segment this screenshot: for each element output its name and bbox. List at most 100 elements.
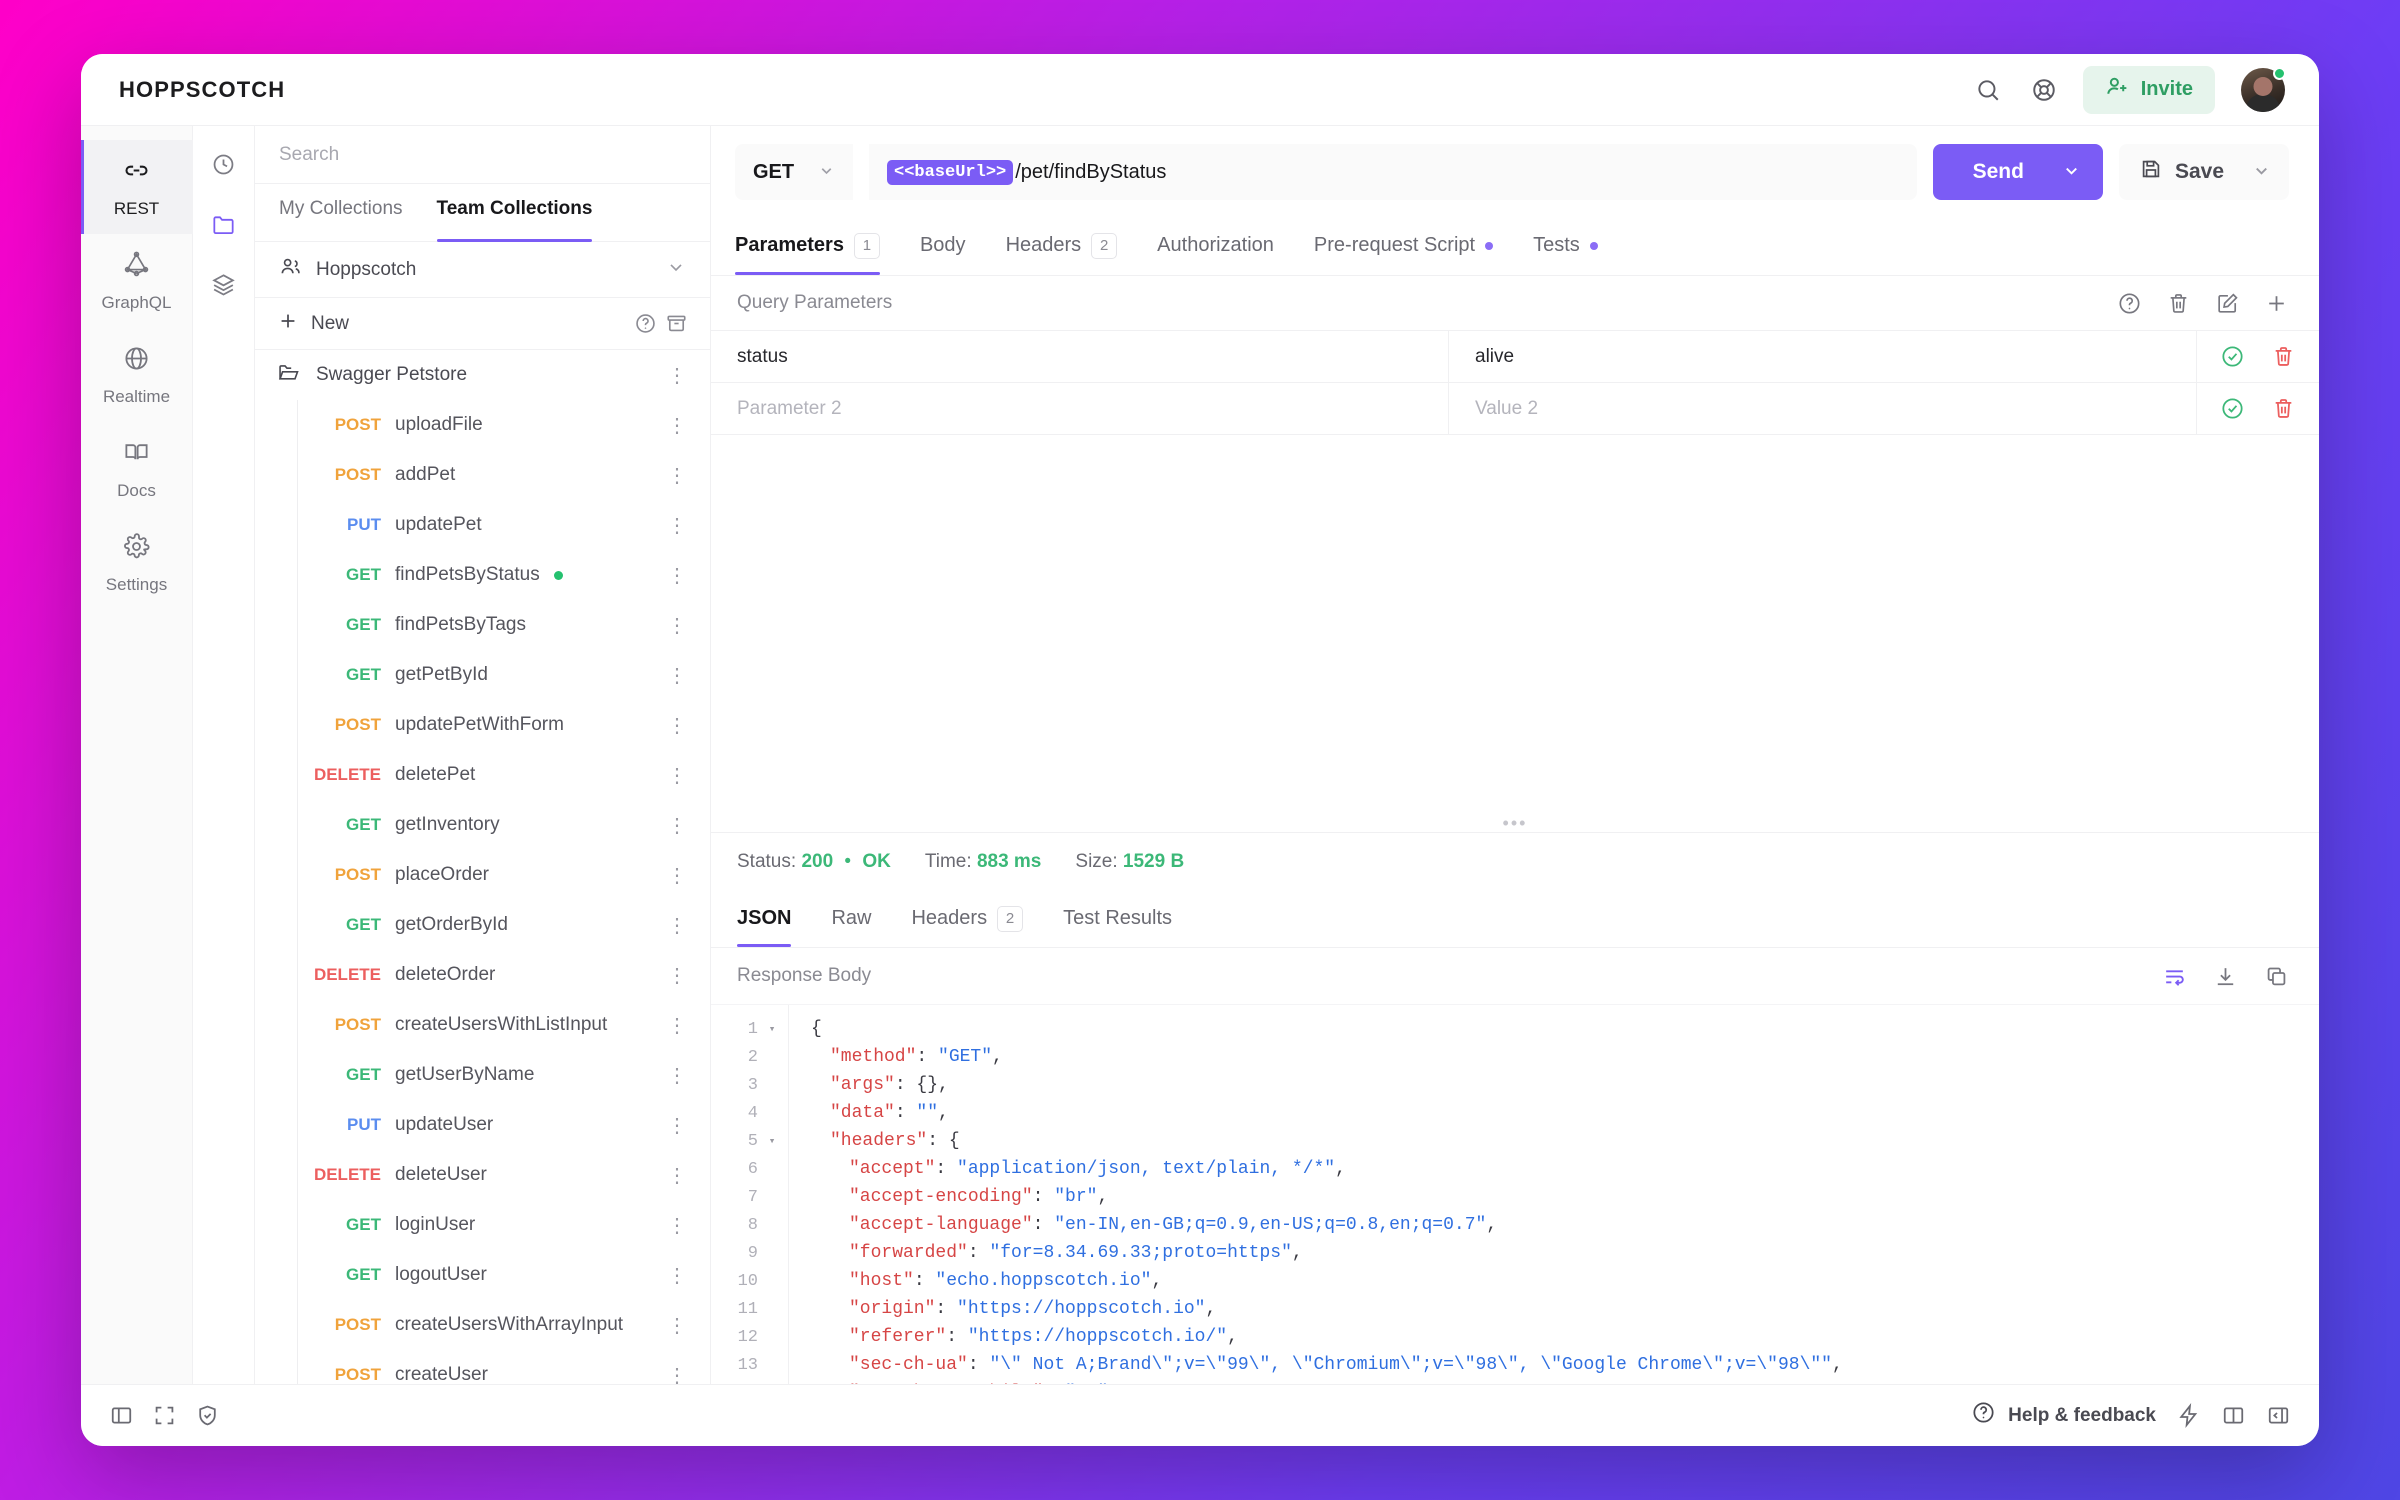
request-item[interactable]: POST addPet ⋮ [255,450,710,500]
param-value-input[interactable]: Value 2 [1449,383,2197,434]
tab-raw[interactable]: Raw [831,890,871,947]
request-item[interactable]: GET loginUser ⋮ [255,1200,710,1250]
shortcuts-icon[interactable] [2176,1403,2201,1428]
collection-folder-swagger-petstore[interactable]: Swagger Petstore ⋮ [255,350,710,400]
param-delete-icon[interactable] [2271,344,2296,369]
request-more-icon[interactable]: ⋮ [667,514,688,537]
request-item[interactable]: PUT updateUser ⋮ [255,1100,710,1150]
collapse-right-icon[interactable] [2266,1403,2291,1428]
tab-json[interactable]: JSON [737,890,792,947]
request-item[interactable]: POST createUser ⋮ [255,1350,710,1384]
expand-icon[interactable] [152,1403,177,1428]
request-item[interactable]: POST createUsersWithArrayInput ⋮ [255,1300,710,1350]
request-item[interactable]: GET logoutUser ⋮ [255,1250,710,1300]
code-fold-toggle-icon[interactable]: ▾ [768,1136,776,1148]
request-more-icon[interactable]: ⋮ [667,664,688,687]
request-item[interactable]: GET getUserByName ⋮ [255,1050,710,1100]
request-item[interactable]: GET findPetsByStatus ⋮ [255,550,710,600]
help-circle-icon[interactable] [2117,291,2142,316]
code-content[interactable]: {"method": "GET", "args": {}, "data": "", "… [789,1005,2319,1384]
panel-splitter[interactable]: ••• [1502,813,1528,833]
search-input[interactable] [279,143,686,166]
sidebar-toggle-icon[interactable] [109,1403,134,1428]
request-item[interactable]: POST createUsersWithListInput ⋮ [255,1000,710,1050]
request-item[interactable]: GET findPetsByTags ⋮ [255,600,710,650]
request-more-icon[interactable]: ⋮ [667,1264,688,1287]
history-clock-icon[interactable] [202,142,246,186]
plus-icon[interactable] [277,310,299,338]
request-item[interactable]: GET getOrderById ⋮ [255,900,710,950]
sidebar-item-realtime[interactable]: Realtime [81,328,193,422]
tab-body[interactable]: Body [920,216,966,275]
request-item[interactable]: POST uploadFile ⋮ [255,400,710,450]
request-more-icon[interactable]: ⋮ [667,414,688,437]
save-options-chevron-icon[interactable] [2252,161,2271,184]
param-key-input[interactable]: status [711,331,1449,382]
http-method-select[interactable]: GET [735,144,853,200]
save-button[interactable]: Save [2118,144,2289,200]
tab-my-collections[interactable]: My Collections [279,198,403,219]
request-item[interactable]: GET getInventory ⋮ [255,800,710,850]
request-item[interactable]: PUT updatePet ⋮ [255,500,710,550]
request-more-icon[interactable]: ⋮ [667,564,688,587]
param-delete-icon[interactable] [2271,396,2296,421]
request-more-icon[interactable]: ⋮ [667,1064,688,1087]
download-icon[interactable] [2213,964,2238,989]
tab-authorization[interactable]: Authorization [1157,216,1274,275]
sidebar-item-graphql[interactable]: GraphQL [81,234,193,328]
request-item[interactable]: DELETE deletePet ⋮ [255,750,710,800]
tab-tests[interactable]: Tests [1533,216,1598,275]
request-more-icon[interactable]: ⋮ [667,1314,688,1337]
archive-icon[interactable] [665,312,688,335]
param-key-input[interactable]: Parameter 2 [711,383,1449,434]
help-feedback-button[interactable]: Help & feedback [1971,1400,2156,1431]
send-options-chevron-icon[interactable] [2058,161,2103,184]
request-more-icon[interactable]: ⋮ [667,1364,688,1385]
request-item[interactable]: DELETE deleteUser ⋮ [255,1150,710,1200]
request-more-icon[interactable]: ⋮ [667,814,688,837]
folder-more-icon[interactable]: ⋮ [667,364,688,387]
request-more-icon[interactable]: ⋮ [667,464,688,487]
url-input[interactable]: <<baseUrl>> /pet/findByStatus [869,144,1917,200]
team-selector[interactable]: Hoppscotch [255,242,710,298]
request-item[interactable]: DELETE deleteOrder ⋮ [255,950,710,1000]
code-fold-toggle-icon[interactable]: ▾ [768,1024,776,1036]
new-label[interactable]: New [311,312,350,334]
copy-icon[interactable] [2264,964,2289,989]
tab-headers[interactable]: Headers 2 [1006,216,1118,275]
tab-team-collections[interactable]: Team Collections [436,184,592,242]
request-more-icon[interactable]: ⋮ [667,864,688,887]
request-item[interactable]: POST placeOrder ⋮ [255,850,710,900]
request-more-icon[interactable]: ⋮ [667,1214,688,1237]
request-item[interactable]: GET getPetById ⋮ [255,650,710,700]
request-more-icon[interactable]: ⋮ [667,1014,688,1037]
tab-headers[interactable]: Headers 2 [911,890,1024,947]
request-item[interactable]: POST updatePetWithForm ⋮ [255,700,710,750]
wrap-lines-icon[interactable] [2162,964,2187,989]
folder-icon[interactable] [202,202,246,246]
add-param-icon[interactable] [2264,291,2289,316]
request-more-icon[interactable]: ⋮ [667,614,688,637]
param-value-input[interactable]: alive [1449,331,2197,382]
invite-button[interactable]: Invite [2082,65,2215,114]
search-icon[interactable] [1965,67,2011,113]
shield-check-icon[interactable] [195,1403,220,1428]
request-more-icon[interactable]: ⋮ [667,764,688,787]
param-enabled-check-icon[interactable] [2220,344,2245,369]
tab-test-results[interactable]: Test Results [1063,890,1172,947]
request-more-icon[interactable]: ⋮ [667,914,688,937]
tab-pre-request-script[interactable]: Pre-request Script [1314,216,1494,275]
lifebuoy-icon[interactable] [2021,67,2067,113]
tab-parameters[interactable]: Parameters 1 [735,216,880,275]
delete-all-params-icon[interactable] [2166,291,2191,316]
layers-icon[interactable] [202,262,246,306]
edit-params-icon[interactable] [2215,291,2240,316]
sidebar-item-rest[interactable]: REST [81,140,193,234]
avatar[interactable] [2241,66,2286,112]
split-pane-icon[interactable] [2221,1403,2246,1428]
param-enabled-check-icon[interactable] [2220,396,2245,421]
send-button[interactable]: Send [1932,144,2103,200]
sidebar-item-docs[interactable]: Docs [81,422,193,516]
request-more-icon[interactable]: ⋮ [667,714,688,737]
sidebar-item-settings[interactable]: Settings [81,516,193,610]
